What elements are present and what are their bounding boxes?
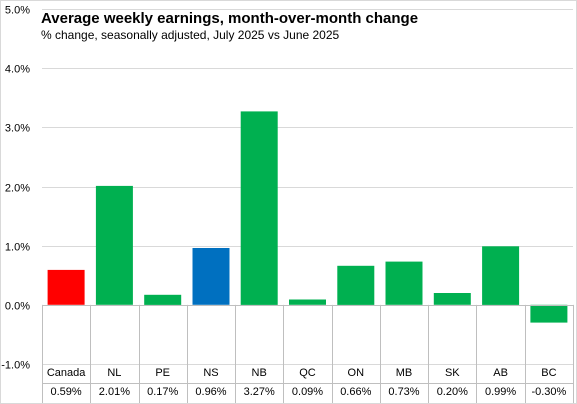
bar-canada xyxy=(47,269,85,305)
value-label: -0.30% xyxy=(531,386,566,398)
value-label: 0.99% xyxy=(485,386,516,398)
bar-sk xyxy=(433,293,471,305)
value-label: 0.66% xyxy=(340,386,371,398)
category-label: ON xyxy=(348,367,365,379)
category-label: QC xyxy=(299,367,316,379)
value-label: 0.17% xyxy=(147,386,178,398)
category-label: MB xyxy=(396,367,413,379)
category-label: AB xyxy=(493,367,508,379)
y-tick-label: 4.0% xyxy=(5,64,30,76)
y-tick-label: 2.0% xyxy=(5,183,30,195)
y-tick-label: 1.0% xyxy=(5,242,30,254)
bar-ns xyxy=(192,248,230,305)
category-label: PE xyxy=(155,367,170,379)
category-label: BC xyxy=(541,367,556,379)
category-label: SK xyxy=(445,367,460,379)
value-label: 0.09% xyxy=(292,386,323,398)
bar-ab xyxy=(482,246,520,305)
value-label: 0.73% xyxy=(388,386,419,398)
value-label: 0.20% xyxy=(437,386,468,398)
bar-on xyxy=(337,265,375,305)
category-label: NL xyxy=(107,367,121,379)
category-label: Canada xyxy=(47,367,86,379)
value-label: 2.01% xyxy=(99,386,130,398)
value-label: 3.27% xyxy=(244,386,275,398)
bar-mb xyxy=(385,261,423,305)
y-tick-label: -1.0% xyxy=(1,360,30,372)
bar-nb xyxy=(240,111,278,305)
chart-title: Average weekly earnings, month-over-mont… xyxy=(41,10,419,27)
bar-qc xyxy=(289,299,326,305)
chart-subtitle: % change, seasonally adjusted, July 2025… xyxy=(41,28,340,42)
y-tick-label: 3.0% xyxy=(5,123,30,135)
category-label: NS xyxy=(203,367,218,379)
y-tick-label: 0.0% xyxy=(5,301,30,313)
y-tick-label: 5.0% xyxy=(5,5,30,17)
bar-bc xyxy=(530,304,568,323)
bar-nl xyxy=(95,185,133,305)
category-label: NB xyxy=(252,367,267,379)
bar-pe xyxy=(144,294,182,305)
value-label: 0.59% xyxy=(50,386,81,398)
value-label: 0.96% xyxy=(195,386,226,398)
